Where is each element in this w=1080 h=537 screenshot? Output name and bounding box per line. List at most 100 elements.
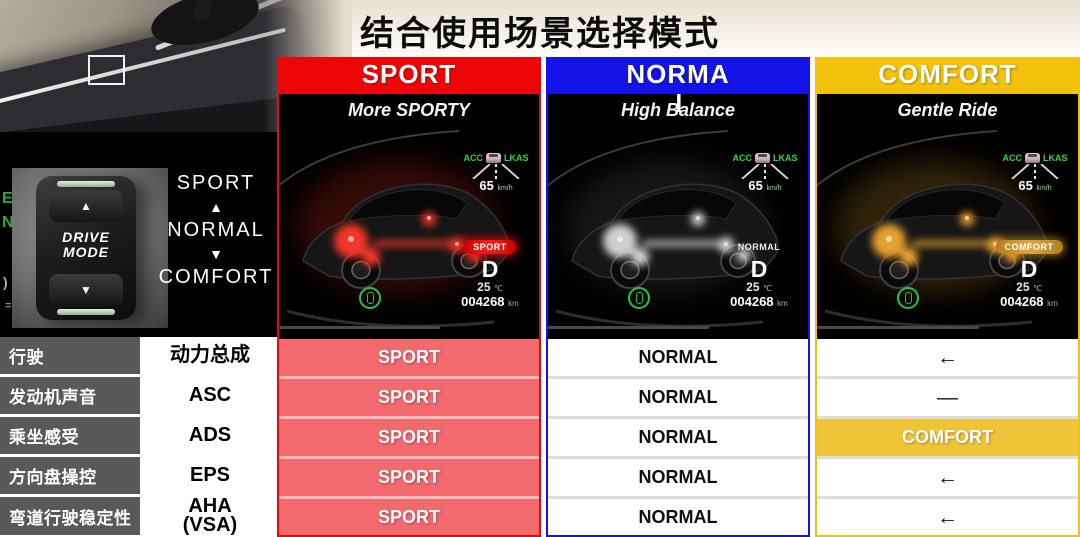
car-icon xyxy=(486,153,501,163)
down-arrow-icon: ▼ xyxy=(209,246,223,262)
column-normal: NORMA l High Balance xyxy=(546,57,810,537)
column-body-comfort: Gentle Ride xyxy=(815,92,1080,537)
column-header-sport: SPORT xyxy=(277,57,541,92)
column-header-normal: NORMA xyxy=(546,57,810,92)
mode-indicator-badge: NORMAL xyxy=(737,242,781,252)
temp-unit: ℃ xyxy=(493,284,503,293)
seatbelt-indicator-icon xyxy=(628,287,650,309)
adas-widget: ACC LKAS 65 km/h xyxy=(730,153,800,195)
photo-glyph: ) xyxy=(3,274,8,290)
temp-unit: ℃ xyxy=(1032,284,1042,293)
row-category: 发动机声音 xyxy=(0,377,140,414)
lkas-label: LKAS xyxy=(504,153,529,163)
speed-value: 65 xyxy=(1018,178,1033,193)
lkas-label: LKAS xyxy=(1043,153,1068,163)
table-cell: SPORT xyxy=(279,339,539,376)
row-category: 弯道行驶稳定性 xyxy=(0,497,140,535)
row-system: AHA (VSA) xyxy=(143,496,277,535)
photo-glyph: = xyxy=(5,300,12,312)
column-body-normal: High Balance xyxy=(546,92,810,537)
up-arrow-icon: ▲ xyxy=(80,199,92,213)
odometer-unit: km xyxy=(1047,299,1058,308)
drive-mode-switch: ▲ DRIVE MODE ▼ xyxy=(36,176,136,320)
table-cell: SPORT xyxy=(279,459,539,496)
acc-label: ACC xyxy=(463,153,484,163)
divider-bar xyxy=(279,332,539,339)
gear-indicator: D xyxy=(481,256,499,282)
mode-label-comfort: COMFORT xyxy=(158,266,274,288)
table-cell: SPORT xyxy=(279,419,539,456)
drive-mode-up-button: ▲ xyxy=(49,190,123,222)
road-icon xyxy=(1011,164,1059,179)
column-subtitle-normal: High Balance xyxy=(548,94,808,127)
mode-cluster: COMFORT D 25 ℃ 004268 km xyxy=(990,237,1068,311)
dashboard-normal: ACC LKAS 65 km/h NORMAL D 25 ℃ 004268 km xyxy=(548,127,808,332)
column-header-comfort: COMFORT xyxy=(815,57,1080,92)
mode-label-normal: NORMAL xyxy=(167,219,265,241)
adas-widget: ACC LKAS 65 km/h xyxy=(1000,153,1070,195)
speed-unit: km/h xyxy=(497,185,513,192)
divider-bar xyxy=(817,332,1078,339)
road-icon xyxy=(741,164,789,179)
table-cell: SPORT xyxy=(279,499,539,535)
table-cell: ← xyxy=(817,339,1078,376)
table-cell: NORMAL xyxy=(548,499,808,535)
row-system: EPS xyxy=(143,457,277,494)
row-category: 行驶 xyxy=(0,337,140,374)
switch-light-strip xyxy=(57,309,115,315)
mode-cluster: NORMAL D 25 ℃ 004268 km xyxy=(720,237,798,311)
column-sport: SPORT More SPORTY xyxy=(277,57,541,537)
odometer-unit: km xyxy=(508,299,519,308)
row-system: ASC xyxy=(143,377,277,414)
table-cell: NORMAL xyxy=(548,419,808,456)
cells-normal: NORMAL NORMAL NORMAL NORMAL NORMAL xyxy=(548,339,808,535)
car-illustration xyxy=(279,130,510,328)
photo-glyph: N xyxy=(2,214,14,231)
table-row: 发动机声音 ASC xyxy=(0,377,277,414)
page-title: 结合使用场景选择模式 xyxy=(360,15,720,53)
switch-label-line1: DRIVE xyxy=(62,229,110,245)
car-icon xyxy=(755,153,770,163)
mode-selector-legend: SPORT ▲ NORMAL ▼ COMFORT xyxy=(155,172,277,289)
temp-value: 25 xyxy=(746,280,760,294)
divider-bar xyxy=(548,332,808,339)
dashboard-sport: ACC LKAS 65 km/h SPORT D 25 ℃ 004268 km xyxy=(279,127,539,332)
bezel-bar xyxy=(279,326,441,329)
drive-mode-down-button: ▼ xyxy=(49,274,123,306)
mode-indicator-badge: SPORT xyxy=(464,240,516,254)
seatbelt-indicator-icon xyxy=(897,287,919,309)
bezel-bar xyxy=(817,326,979,329)
table-cell: ← xyxy=(817,499,1078,535)
down-arrow-icon: ▼ xyxy=(80,283,92,297)
temp-value: 25 xyxy=(1016,280,1030,294)
table-cell: — xyxy=(817,379,1078,416)
column-comfort: COMFORT Gentle Ride xyxy=(815,57,1080,537)
temp-unit: ℃ xyxy=(762,284,772,293)
seatbelt-indicator-icon xyxy=(359,287,381,309)
gear-indicator: D xyxy=(1020,256,1038,282)
adas-widget: ACC LKAS 65 km/h xyxy=(461,153,531,195)
car-illustration xyxy=(548,130,779,328)
table-row: 方向盘操控 EPS xyxy=(0,457,277,494)
odometer-unit: km xyxy=(777,299,788,308)
row-system: 动力总成 xyxy=(143,337,277,374)
gear-indicator: D xyxy=(750,256,768,282)
acc-label: ACC xyxy=(732,153,753,163)
road-icon xyxy=(472,164,520,179)
odometer-value: 004268 xyxy=(1000,294,1044,309)
drive-mode-panel: E N ) = ▲ DRIVE MODE ▼ SPORT ▲ NORMAL ▼ … xyxy=(0,132,277,337)
table-row: 行驶 动力总成 xyxy=(0,337,277,374)
comparison-table-labels: 行驶 动力总成 发动机声音 ASC 乘坐感受 ADS 方向盘操控 EPS 弯道行… xyxy=(0,330,277,537)
cells-comfort: ← — COMFORT ← ← xyxy=(817,339,1078,535)
speed-unit: km/h xyxy=(766,185,782,192)
table-cell: COMFORT xyxy=(817,419,1078,456)
bezel-bar xyxy=(548,326,710,329)
speed-value: 65 xyxy=(479,178,494,193)
table-row: 乘坐感受 ADS xyxy=(0,417,277,454)
car-icon xyxy=(1025,153,1040,163)
column-subtitle-comfort: Gentle Ride xyxy=(817,94,1078,127)
switch-light-strip xyxy=(57,181,115,187)
lkas-label: LKAS xyxy=(773,153,798,163)
table-row: 弯道行驶稳定性 AHA (VSA) xyxy=(0,496,277,535)
